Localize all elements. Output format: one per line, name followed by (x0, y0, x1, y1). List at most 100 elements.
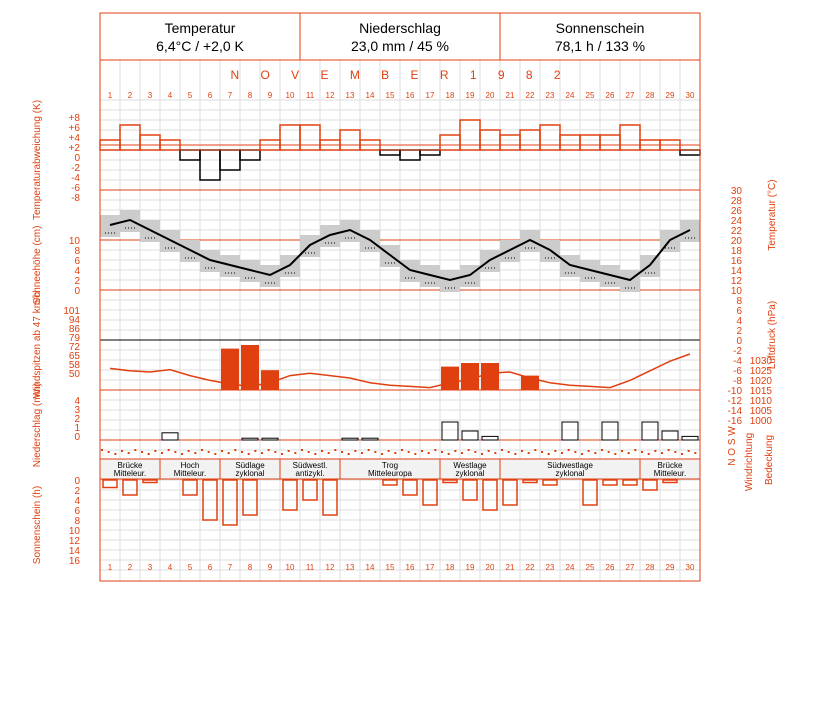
temp-dev-bar (179, 149, 201, 161)
pressure-tick: 1005 (750, 406, 773, 417)
wind-dir-dot (521, 450, 523, 452)
wind-dir-dot (374, 451, 377, 453)
temp-dev-bar (619, 124, 641, 151)
sun-bar (602, 479, 618, 486)
wind-dir-dot (681, 453, 683, 455)
weather-pattern-label: Westlage (453, 461, 487, 470)
day-label: 15 (386, 91, 395, 100)
temperature-tick: 4 (736, 316, 742, 327)
weather-pattern-label: zyklonal (236, 469, 265, 478)
pressure-tick: 1025 (750, 366, 773, 377)
temperature-tick: 12 (731, 276, 743, 287)
precip-bar (681, 435, 699, 441)
pressure-tick: 1020 (750, 376, 773, 387)
wind-tick: 72 (69, 342, 81, 353)
wind-dir-dot (314, 453, 317, 455)
precip-bar (481, 435, 499, 441)
day-label: 19 (466, 563, 475, 572)
wind-tick: 79 (69, 333, 81, 344)
precip-bar (341, 437, 359, 441)
temperature-tick: 14 (731, 266, 743, 277)
sun-value: 78,1 h / 133 % (555, 38, 645, 54)
sun-bar (102, 479, 118, 489)
temp-dev-bar (199, 149, 221, 181)
day-label: 16 (406, 91, 415, 100)
wind-dir-dot (507, 451, 510, 453)
wind-dir-dot (654, 450, 657, 452)
wind-dir-dot (594, 452, 597, 454)
wind-dir-dot (167, 449, 170, 451)
sun-bar (402, 479, 418, 496)
day-label: 28 (646, 563, 655, 572)
temp-dev-tick: +4 (69, 133, 81, 144)
wind-peak-bar (441, 366, 459, 390)
wind-dir-dot (254, 450, 257, 452)
day-label: 11 (306, 563, 315, 572)
wind-dir-marks: N O S W (727, 426, 738, 466)
temp-dev-tick: +8 (69, 113, 81, 124)
temperature-tick: 2 (736, 326, 742, 337)
weather-pattern-label: Südlage (235, 461, 265, 470)
sun-bar (442, 479, 458, 484)
wind-dir-dot (541, 451, 543, 453)
temp-deviation-axis-title: Temperaturabweichung (K) (32, 100, 43, 220)
snow-tick: 4 (74, 266, 80, 277)
sun-bar (182, 479, 198, 496)
pressure-axis-title: Luftdruck (hPa) (767, 301, 778, 369)
day-label: 11 (306, 91, 315, 100)
temperature-tick: -14 (728, 406, 743, 417)
wind-dir-dot (487, 450, 490, 452)
wind-peak-bar (481, 363, 499, 390)
pressure-tick: 1010 (750, 396, 773, 407)
wind-dir-dot (354, 450, 357, 452)
day-label: 19 (466, 91, 475, 100)
wind-dir-dot (114, 453, 117, 455)
wind-dir-dot (461, 452, 463, 454)
day-label: 29 (666, 91, 675, 100)
day-label: 28 (646, 91, 655, 100)
pressure-tick: 1015 (750, 386, 773, 397)
temp-dev-tick: +2 (69, 143, 81, 154)
wind-dir-dot (534, 449, 537, 451)
day-label: 20 (486, 563, 495, 572)
day-label: 16 (406, 563, 415, 572)
weather-pattern-label: Trog (382, 461, 398, 470)
temperature-tick: 6 (736, 306, 742, 317)
temp-dev-bar (119, 124, 141, 151)
precip-bar (661, 430, 679, 441)
weather-pattern-label: Südwestlage (547, 461, 593, 470)
wind-dir-dot (421, 450, 423, 452)
precip-bar (261, 437, 279, 441)
wind-dir-dot (527, 452, 530, 454)
snow-tick: 2 (74, 276, 80, 287)
wind-dir-dot (587, 450, 590, 452)
temperature-tick: -10 (728, 386, 743, 397)
wind-tick: 94 (69, 315, 81, 326)
sun-tick: 14 (69, 546, 81, 557)
temp-range-band (100, 215, 120, 237)
day-label: 22 (526, 91, 535, 100)
temp-dev-tick: +6 (69, 123, 81, 134)
day-label: 14 (366, 91, 375, 100)
wind-dir-axis-title: Windrichtung (744, 433, 755, 491)
weather-pattern-label: Brücke (118, 461, 143, 470)
wind-peak-bar (241, 345, 259, 390)
day-label: 10 (286, 91, 295, 100)
sun-panel (102, 479, 678, 526)
temp-dev-bar (599, 134, 621, 151)
month-label: N O V E M B E R 1 9 8 2 (230, 68, 569, 82)
wind-tick: 101 (63, 306, 80, 317)
sun-tick: 16 (69, 556, 81, 567)
wind-dir-dot (121, 450, 123, 452)
sun-tick: 4 (74, 496, 80, 507)
day-label: 22 (526, 563, 535, 572)
temperature-tick: 28 (731, 196, 743, 207)
wind-dir-dot (241, 451, 243, 453)
day-label: 25 (586, 563, 595, 572)
wind-dir-dot (687, 450, 690, 452)
temp-dev-tick: 0 (74, 153, 80, 164)
wind-dir-dot (474, 451, 477, 453)
temp-dev-bar (239, 149, 261, 161)
precip-bar (361, 437, 379, 441)
